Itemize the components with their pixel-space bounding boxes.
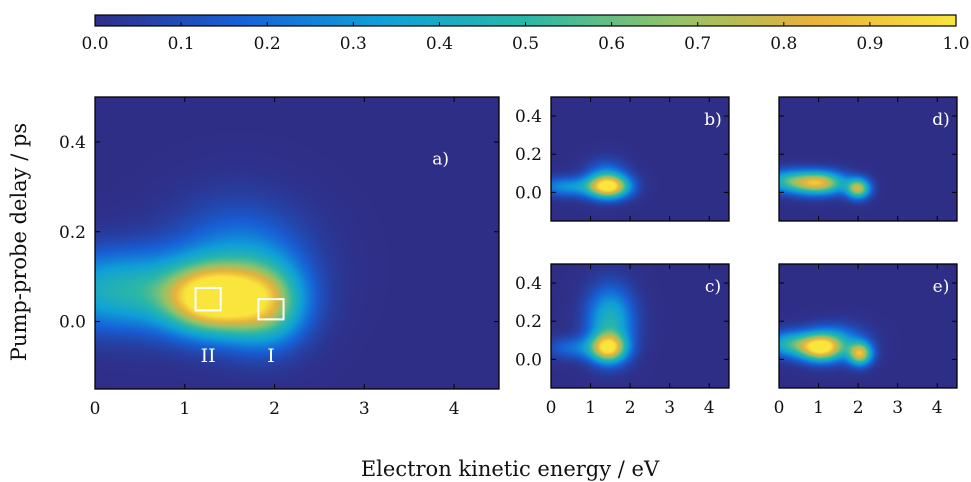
plot-frame	[550, 263, 730, 389]
y-tick-label: 0.4	[59, 133, 86, 153]
x-tick-label: 4	[704, 398, 715, 418]
x-tick-label: 4	[932, 398, 943, 418]
heatmap-image	[779, 97, 957, 221]
plot-frame	[778, 96, 958, 222]
region-label: I	[267, 345, 275, 367]
y-tick-label: 0.2	[515, 145, 542, 165]
y-tick-label: 0.0	[515, 183, 542, 203]
heatmap-image	[779, 264, 957, 388]
region-label: II	[201, 345, 216, 367]
plot-frame	[778, 263, 958, 389]
panel-label: b)	[704, 110, 722, 130]
heatmap-image	[551, 97, 729, 221]
panel-label: c)	[705, 277, 721, 297]
region-box	[194, 286, 222, 312]
x-axis-title: Electron kinetic energy / eV	[361, 457, 660, 481]
x-tick-label: 1	[813, 398, 824, 418]
panel-d: d)	[778, 96, 958, 222]
panel-a: 0 1 2 3 40.00.20.4a)II I	[59, 96, 500, 419]
colorbar-tick-label: 0.1	[168, 34, 195, 54]
heatmap-image	[551, 264, 729, 388]
y-tick-label: 0.2	[515, 312, 542, 332]
panel-c: 0 1 2 3 4 0.0 0.2 0.4 c)	[515, 263, 730, 418]
colorbar-tick-label: 0.4	[426, 34, 453, 54]
panel-label: a)	[432, 149, 449, 169]
colorbar-tick-label: 0.8	[770, 34, 797, 54]
panel-e: 0 1 2 3 4 e)	[774, 263, 958, 418]
colorbar-tick-label: 1.0	[942, 34, 969, 54]
panel-label: d)	[932, 110, 950, 130]
heatmap-image	[95, 97, 499, 389]
colorbar-tick-label: 0.2	[254, 34, 281, 54]
x-tick-label: 3	[664, 398, 675, 418]
y-tick-label: 0.4	[515, 107, 542, 127]
colorbar-tick-label: 0.3	[340, 34, 367, 54]
x-tick-label: 0	[546, 398, 557, 418]
panel-b: 0.0 0.2 0.4 b)	[515, 96, 730, 222]
y-tick-label: 0.4	[515, 274, 542, 294]
x-tick-label: 0	[774, 398, 785, 418]
colorbar-tick-label: 0.7	[684, 34, 711, 54]
x-tick-label: 2	[625, 398, 636, 418]
plot-frame	[94, 96, 500, 390]
x-tick-label: 2	[853, 398, 864, 418]
heatmap-panels: 0 1 2 3 40.00.20.4a)II I0.00.20.4 b) d)0 1 2 3 40.0…	[59, 96, 958, 419]
y-tick-label: 0.2	[59, 223, 86, 243]
x-tick-label: 3	[892, 398, 903, 418]
plot-frame	[550, 96, 730, 222]
colorbar-tick-label: 0.0	[81, 34, 108, 54]
colorbar-tick-label: 0.5	[512, 34, 539, 54]
y-axis-title: Pump-probe delay / ps	[7, 123, 31, 361]
x-tick-label: 1	[585, 398, 596, 418]
region-box	[257, 298, 285, 321]
colorbar-tick-label: 0.6	[598, 34, 625, 54]
y-tick-label: 0.0	[515, 350, 542, 370]
y-tick-label: 0.0	[59, 313, 86, 333]
x-tick-label: 2	[269, 399, 280, 419]
panel-label: e)	[933, 277, 950, 297]
x-tick-label: 0	[90, 399, 101, 419]
x-tick-label: 1	[179, 399, 190, 419]
colorbar: 0.0 0.1 0.2 0.3 0.4 0.5 0.6 0.7 0.8 0.9 1.0	[81, 14, 970, 54]
colorbar-tick-label: 0.9	[856, 34, 883, 54]
x-tick-label: 3	[359, 399, 370, 419]
x-tick-label: 4	[449, 399, 460, 419]
